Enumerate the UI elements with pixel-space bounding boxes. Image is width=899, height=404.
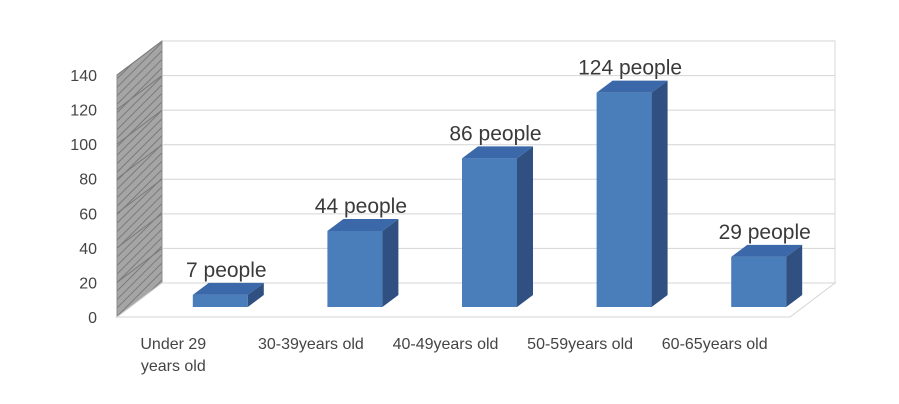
y-tick-label: 0 bbox=[88, 310, 97, 327]
x-category-label: Under 29 years old bbox=[140, 336, 206, 375]
x-axis: Under 29 years old 30-39years old 40-49year… bbox=[140, 336, 767, 375]
x-category-label: 60-65years old bbox=[662, 336, 768, 353]
x-category-label: 30-39years old bbox=[258, 336, 364, 353]
side-gridline bbox=[116, 40, 163, 76]
bar-front bbox=[731, 256, 787, 307]
x-category-line: years old bbox=[141, 358, 206, 375]
side-gridline bbox=[116, 144, 163, 180]
y-tick-label: 140 bbox=[70, 68, 97, 85]
side-wall bbox=[116, 39, 163, 319]
x-category-line: 30-39years old bbox=[258, 336, 364, 353]
data-label: 44 people bbox=[315, 195, 407, 218]
x-category-line: 40-49years old bbox=[393, 336, 499, 353]
x-category-line: Under 29 bbox=[140, 336, 206, 353]
bar-side bbox=[517, 146, 533, 307]
bar bbox=[462, 146, 533, 307]
bar-side bbox=[382, 218, 399, 307]
bar bbox=[731, 244, 803, 307]
bar-top bbox=[462, 146, 533, 159]
bar-front bbox=[192, 294, 248, 307]
bar-top bbox=[731, 244, 803, 257]
bar bbox=[596, 80, 668, 308]
side-gridline bbox=[116, 178, 163, 214]
bar-front bbox=[596, 92, 652, 308]
data-label: 29 people bbox=[719, 221, 811, 244]
data-label: 86 people bbox=[449, 122, 541, 145]
x-category-label: 50-59years old bbox=[527, 336, 633, 353]
y-tick-label: 100 bbox=[70, 137, 97, 154]
y-tick-label: 60 bbox=[79, 206, 97, 223]
y-tick-label: 120 bbox=[70, 103, 97, 120]
y-tick-label: 80 bbox=[79, 172, 97, 189]
bar-top bbox=[192, 282, 264, 295]
bar-side bbox=[786, 244, 803, 307]
bar bbox=[192, 282, 264, 307]
side-gridline bbox=[116, 109, 163, 145]
y-tick-label: 40 bbox=[79, 241, 97, 258]
bars bbox=[192, 80, 803, 308]
side-gridline bbox=[116, 248, 163, 283]
data-labels: 7 people 44 people 86 people 124 people 29 p… bbox=[186, 57, 811, 282]
side-gridline bbox=[116, 75, 163, 110]
bar-front bbox=[327, 230, 383, 307]
y-axis: 0 20 40 60 80 100 120 140 bbox=[70, 68, 97, 327]
data-label: 124 people bbox=[578, 57, 682, 80]
x-category-line: 50-59years old bbox=[527, 336, 633, 353]
x-category-line: 60-65years old bbox=[662, 336, 768, 353]
data-label: 7 people bbox=[186, 259, 267, 282]
y-tick-label: 20 bbox=[79, 275, 97, 292]
bar-top bbox=[327, 218, 399, 231]
side-gridline bbox=[116, 213, 163, 249]
x-category-label: 40-49years old bbox=[393, 336, 499, 353]
bar bbox=[327, 218, 399, 307]
bar-top bbox=[596, 80, 668, 93]
bar-side bbox=[247, 282, 264, 307]
bar-front bbox=[462, 158, 517, 307]
bar-side bbox=[651, 80, 668, 308]
